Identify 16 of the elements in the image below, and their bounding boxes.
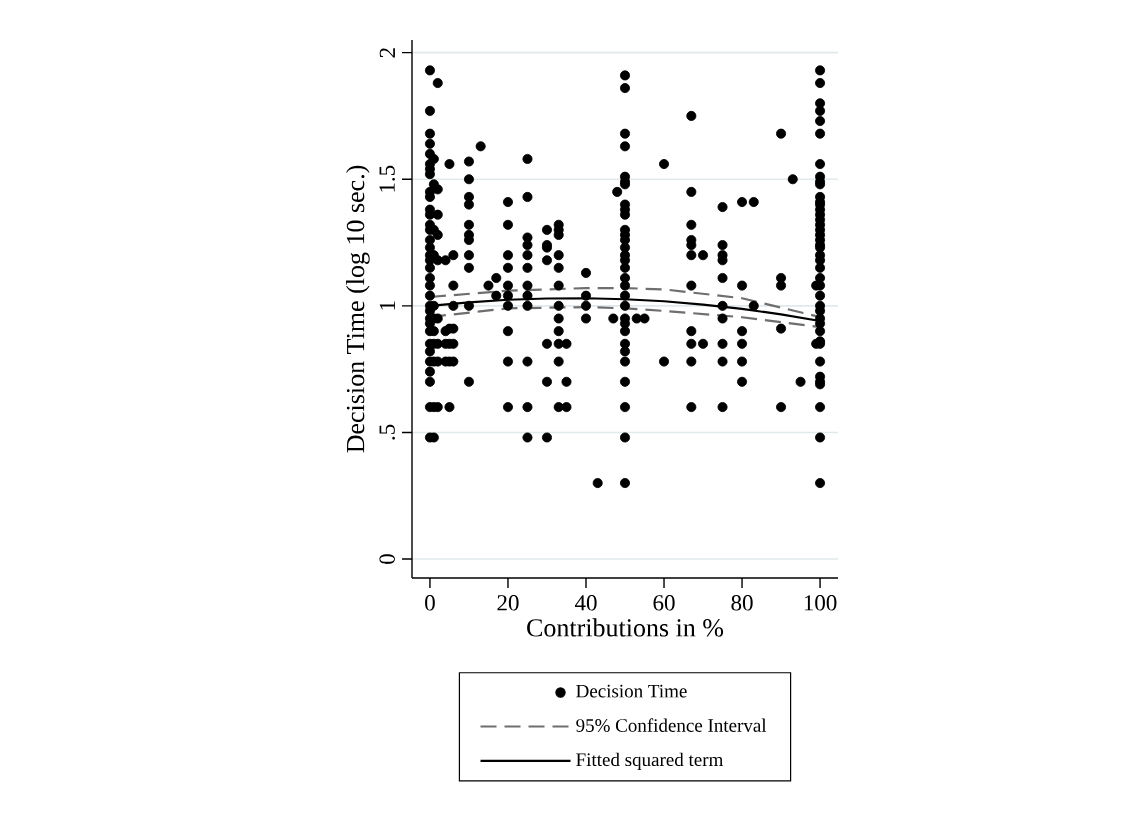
x-tick-label: 40 — [574, 595, 597, 611]
y-tick-label: 0 — [379, 554, 395, 564]
x-tick-label: 100 — [804, 595, 837, 611]
legend-label: Decision Time — [576, 684, 687, 698]
legend-label: Fitted squared term — [576, 752, 724, 770]
legend-label: 95% Confidence Interval — [576, 718, 767, 732]
x-tick-label: 0 — [425, 595, 435, 611]
x-tick-label: 20 — [497, 595, 519, 611]
x-tick-label: 80 — [731, 595, 753, 611]
x-axis-title: Contributions in % — [527, 618, 724, 637]
y-tick-label: 1.5 — [379, 165, 395, 192]
y-tick-label: .5 — [379, 424, 395, 440]
y-axis-title: Decision Time (log 10 sec.) — [346, 165, 370, 453]
x-tick-label: 60 — [653, 595, 675, 611]
y-tick-label: 1 — [379, 301, 395, 310]
y-tick-label: 2 — [379, 48, 395, 58]
